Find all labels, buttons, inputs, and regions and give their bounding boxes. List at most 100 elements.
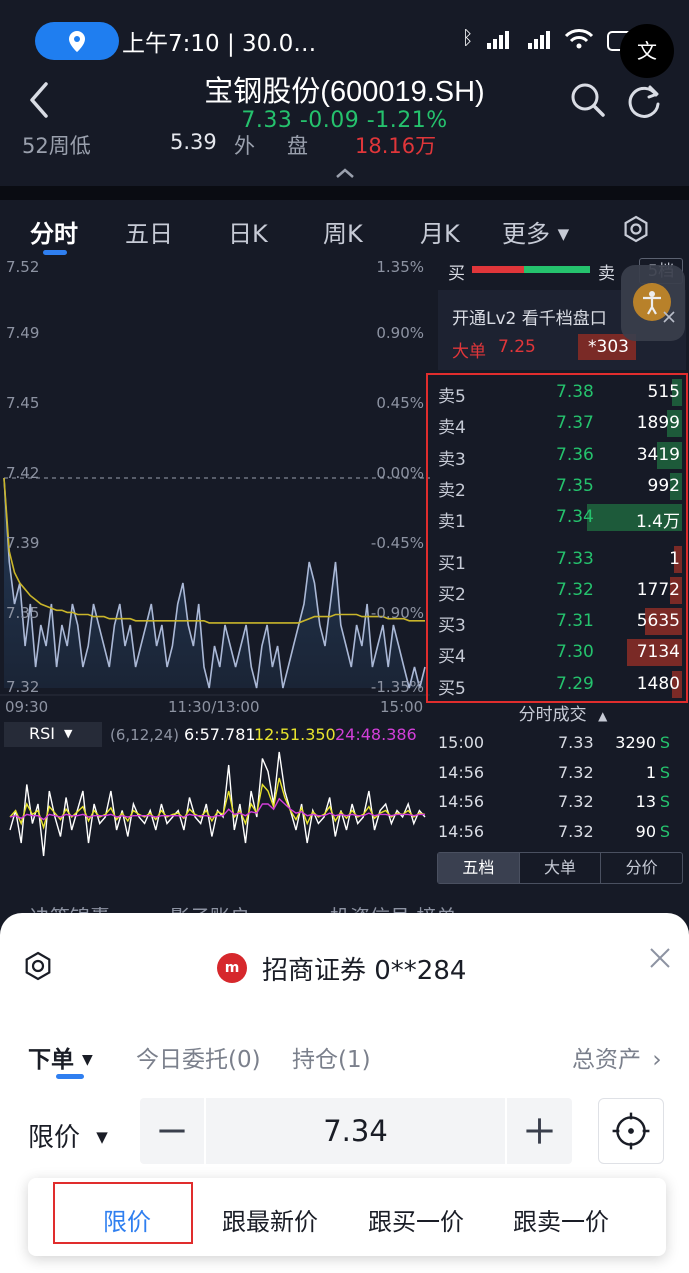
intraday-chart[interactable] [0,258,430,698]
tab-more[interactable]: 更多 ▼ [502,214,569,249]
price-stepper [140,1098,572,1164]
rsi-label: RSI [29,724,55,743]
accessibility-button[interactable] [621,265,685,341]
big-order-qty: *303 [588,337,629,357]
lv2-promo[interactable]: 开通Lv2 看千档盘口 大单 7.25 *303 [438,265,686,370]
tab-intraday[interactable]: 分时 [30,220,78,248]
plus-icon[interactable] [505,1098,572,1164]
search-icon[interactable] [570,82,606,118]
level-price: 7.34 [556,507,594,528]
x-tick: 09:30 [5,698,49,716]
trade-time: 14:56 [438,821,485,841]
x-axis: 09:30 11:30/13:00 15:00 [0,698,430,720]
trade-vol: 1 [645,762,656,782]
rsi-24: 24:48.386 [335,725,417,744]
back-icon[interactable] [24,80,54,120]
caret-down-icon: ▼ [64,727,73,740]
ask-level-row[interactable]: 卖5 7.38 515 [428,377,686,408]
order-book: 卖5 7.38 515 卖4 7.37 1899 卖3 7.36 3419 卖2 7.35 992 卖1… [426,373,688,703]
accessibility-icon [633,283,671,321]
rsi-6: 6:57.781 [184,725,256,744]
ask-level-row[interactable]: 卖2 7.35 992 [428,471,686,502]
sell-ratio-bar [524,266,590,273]
caret-up-icon: ▲ [598,709,608,723]
depth-bar [669,576,682,604]
rsi6-line [9,751,426,857]
chevron-up-icon[interactable] [333,165,357,181]
trade-price: 7.32 [558,792,594,811]
bid-level-row[interactable]: 买4 7.30 7134 [428,637,686,668]
buy-ratio-bar [472,266,524,273]
location-pill[interactable] [35,22,119,60]
lv2-text: 开通Lv2 看千档盘口 [452,309,607,329]
level-qty: 1.4万 [635,512,680,533]
trade-side: S [659,733,670,752]
chevron-right-icon: › [652,1047,662,1073]
level-label: 买1 [438,553,466,574]
tab-daily-k[interactable]: 日K [228,220,268,248]
close-icon[interactable] [647,945,673,971]
location-icon [69,31,85,52]
level-qty: 1772 [636,579,680,600]
broker-account[interactable]: 招商证券 0**284 [262,956,467,986]
depth-bar [644,608,682,636]
ask-level-row[interactable]: 卖1 7.34 1.4万 [428,502,686,533]
ask-level-row[interactable]: 卖4 7.37 1899 [428,408,686,439]
wifi-icon [564,28,593,48]
bid-level-row[interactable]: 买1 7.33 1 [428,544,686,575]
tab-weekly-k[interactable]: 周K [323,220,363,248]
depth-bar [669,472,682,500]
tab-five-day[interactable]: 五日 [125,220,173,248]
price-input[interactable]: 7.34 [323,1114,388,1148]
level-label: 买3 [438,616,466,637]
tab-monthly-k[interactable]: 月K [420,220,460,248]
seg-price-dist[interactable]: 分价 [625,858,658,877]
seg-five-levels[interactable]: 五档 [438,853,520,883]
bid-level-row[interactable]: 买3 7.31 5635 [428,606,686,637]
rsi-selector[interactable]: RSI ▼ [4,722,102,747]
close-icon[interactable] [661,309,677,325]
option-limit-price[interactable]: 限价 [103,1208,151,1236]
level-price: 7.33 [556,548,594,569]
level-qty: 1899 [636,413,680,434]
trade-price: 7.33 [558,733,594,752]
tab-today-orders[interactable]: 今日委托(0) [136,1047,261,1073]
low-52w-label: 52周低 [22,134,91,157]
rsi-chart[interactable] [0,748,430,888]
price-type-select[interactable]: 限价 ▼ [28,1117,108,1154]
option-follow-ask1[interactable]: 跟卖一价 [513,1208,609,1236]
level-qty: 7134 [636,642,680,663]
settings-icon[interactable] [622,215,650,243]
y-tick-left: 7.39 [6,534,40,552]
translate-button[interactable]: 文 [620,24,674,78]
trade-time: 14:56 [438,792,485,811]
refresh-icon[interactable] [625,82,663,120]
trade-row: 14:56 7.32 13 S [438,788,688,818]
bid-level-row[interactable]: 买2 7.32 1772 [428,575,686,606]
level-qty: 1480 [636,673,680,694]
total-assets-link[interactable]: 总资产 › [572,1040,662,1074]
option-follow-last[interactable]: 跟最新价 [222,1208,318,1236]
option-follow-bid1[interactable]: 跟买一价 [368,1208,464,1236]
y-tick-left: 7.35 [6,604,40,622]
crosshair-icon[interactable] [598,1098,664,1164]
trade-side: S [659,792,670,811]
tab-positions[interactable]: 持仓(1) [292,1047,371,1073]
trades-header[interactable]: 分时成交 ▲ [438,700,688,725]
seg-big-orders[interactable]: 大单 [520,853,602,883]
y-tick-left: 7.45 [6,394,40,412]
y-tick-left: 7.49 [6,324,40,342]
trades-title: 分时成交 [518,705,587,725]
trade-side: S [659,762,670,782]
level-price: 7.30 [556,642,594,663]
level-price: 7.35 [556,475,594,496]
ask-level-row[interactable]: 卖3 7.36 3419 [428,440,686,471]
buy-label: 买 [448,264,465,284]
signal-hd-icon [527,30,550,49]
y-tick-right: -1.35% [370,678,424,696]
bid-level-row[interactable]: 买5 7.29 1480 [428,669,686,700]
trade-price: 7.32 [558,762,594,782]
settings-icon[interactable] [22,950,54,982]
tab-place-order[interactable]: 下单 ▼ [28,1040,93,1074]
minus-icon[interactable] [140,1098,206,1164]
